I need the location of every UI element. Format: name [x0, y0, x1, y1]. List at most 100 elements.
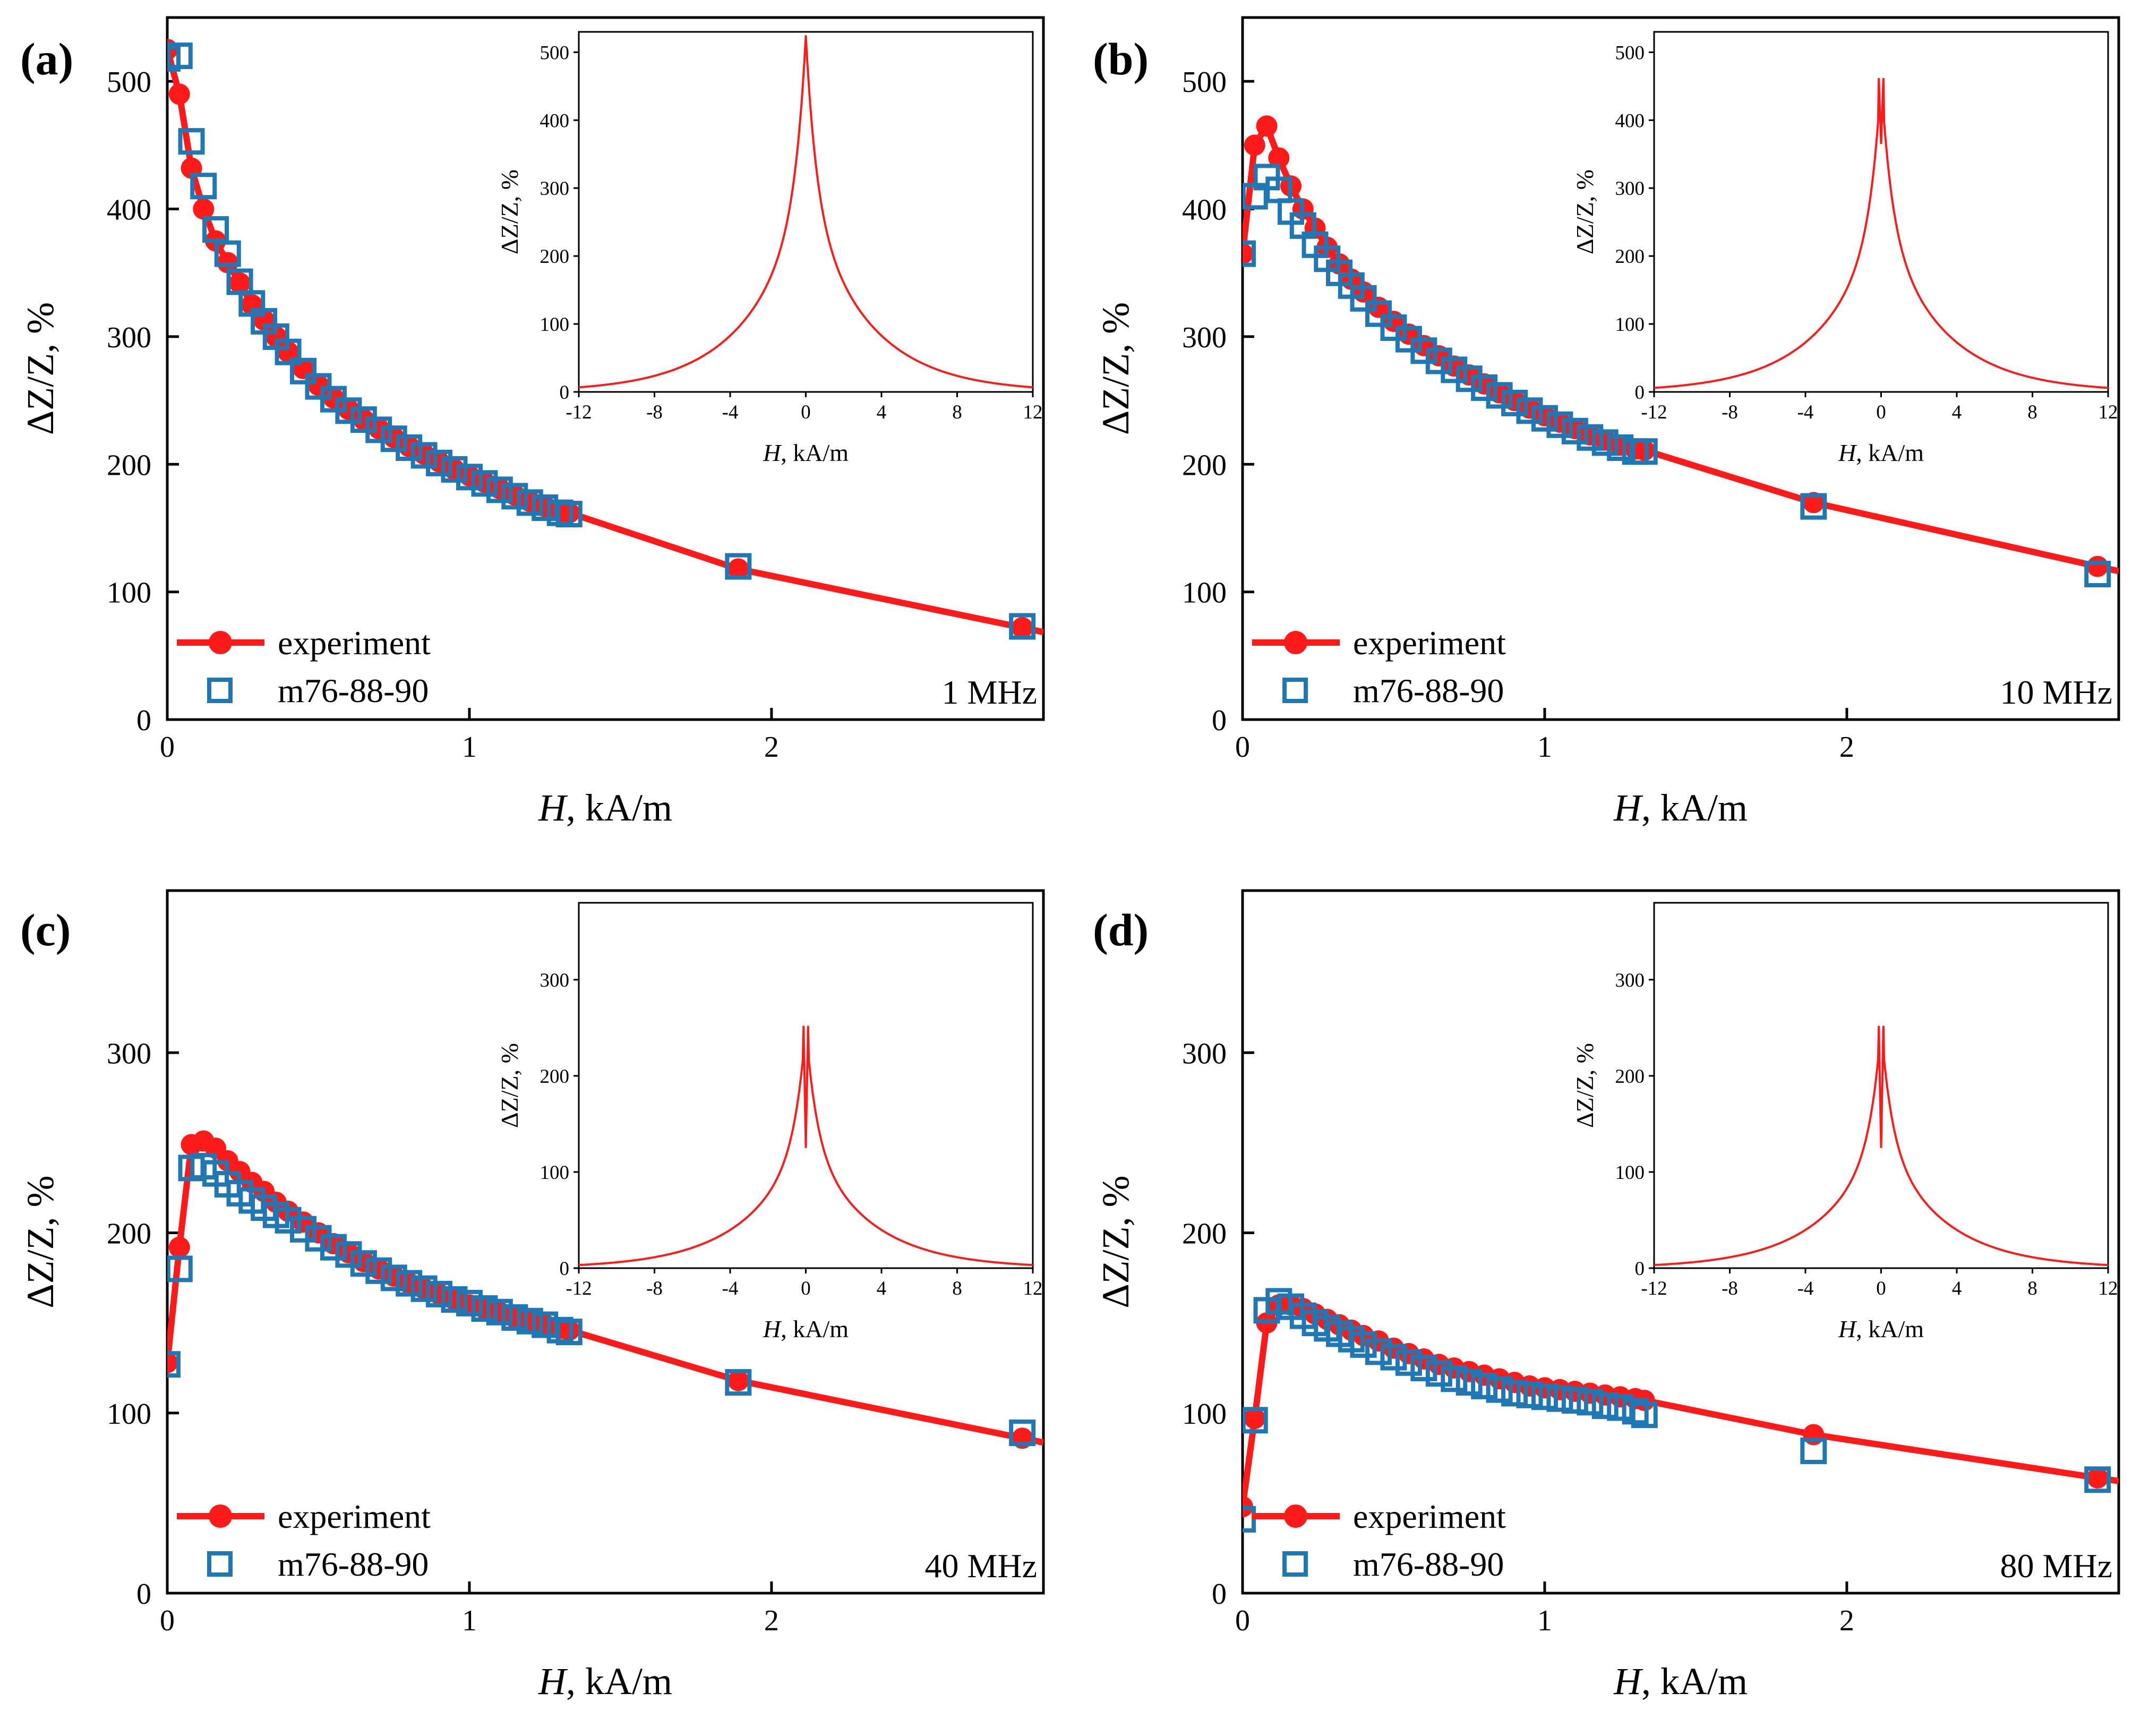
inset-y-tick-label: 300 — [1615, 970, 1645, 991]
inset-y-tick-label: 400 — [540, 110, 570, 132]
model-point — [501, 1304, 528, 1331]
plot-area — [167, 39, 1043, 640]
model-point — [167, 1255, 193, 1282]
y-tick-label: 100 — [107, 1398, 151, 1431]
model-point — [214, 240, 241, 267]
inset-curve — [1654, 78, 2109, 389]
model-point — [426, 449, 453, 476]
y-axis-label: ΔZ/Z, % — [19, 302, 62, 435]
model-point — [1531, 1383, 1558, 1410]
y-tick-label: 100 — [1182, 577, 1227, 610]
experiment-point — [1256, 115, 1278, 137]
model-point — [441, 1286, 468, 1313]
legend-experiment-marker — [1284, 631, 1307, 654]
inset-x-tick-label: 0 — [801, 401, 811, 423]
inset-y-tick-label: 200 — [1615, 246, 1645, 268]
x-axis-label-unit: , kA/m — [1641, 1660, 1748, 1703]
inset-x-axis-label: H, kA/m — [763, 1315, 849, 1342]
model-point — [167, 42, 193, 70]
experiment-point — [1268, 147, 1290, 169]
legend-experiment-marker — [209, 1504, 232, 1528]
legend-experiment-label: experiment — [1353, 1498, 1506, 1535]
inset-x-tick-label: -8 — [646, 1278, 663, 1299]
model-point — [178, 128, 205, 155]
model-point — [486, 476, 513, 503]
plot-frame — [1241, 16, 2120, 721]
inset-y-tick-label: 500 — [540, 42, 570, 64]
x-tick-label: 2 — [764, 731, 779, 764]
model-point — [275, 338, 302, 365]
frequency-label: 40 MHz — [924, 1547, 1037, 1585]
model-point — [365, 416, 392, 443]
frequency-label: 10 MHz — [2000, 673, 2112, 711]
x-tick-label: 2 — [764, 1604, 779, 1637]
inset-x-tick-label: -8 — [1722, 1278, 1738, 1299]
inset-x-tick-label: 0 — [1876, 1278, 1886, 1299]
inset-x-tick-label: 12 — [2099, 401, 2118, 423]
experiment-point — [229, 272, 251, 294]
y-tick-label: 200 — [107, 1218, 151, 1251]
x-tick-label: 0 — [160, 1604, 175, 1637]
model-point — [1009, 1419, 1036, 1447]
legend-model-label: m76-88-90 — [278, 672, 429, 709]
inset-y-tick-label: 0 — [1635, 1258, 1645, 1280]
legend-experiment-label: experiment — [1353, 624, 1506, 662]
inset-x-tick-label: 4 — [877, 1278, 887, 1299]
model-point — [516, 1307, 543, 1335]
y-tick-label: 400 — [1182, 194, 1227, 227]
model-point — [1410, 1354, 1437, 1381]
model-point — [1486, 1376, 1513, 1403]
model-point — [1365, 300, 1392, 327]
x-axis-label-var: H — [538, 1660, 568, 1703]
model-point — [396, 434, 423, 461]
y-tick-label: 300 — [107, 1037, 151, 1070]
model-point — [1455, 1369, 1483, 1396]
inset-frame — [1653, 31, 2109, 393]
inset-y-tick-label: 300 — [540, 970, 570, 991]
inset-x-tick-label: -12 — [566, 401, 592, 423]
inset-x-tick-label: -12 — [566, 1278, 592, 1299]
inset-x-tick-label: -12 — [1641, 1278, 1667, 1299]
x-axis-label-var: H — [1613, 1660, 1643, 1703]
model-point — [725, 553, 752, 580]
y-axis-label: ΔZ/Z, % — [19, 1175, 62, 1308]
y-tick-label: 200 — [107, 449, 151, 482]
y-tick-label: 300 — [1182, 321, 1227, 354]
plot-area — [1243, 1288, 2119, 1533]
model-point — [396, 1270, 423, 1297]
y-tick-label: 200 — [1182, 449, 1227, 482]
inset-x-tick-label: -8 — [646, 401, 663, 423]
legend-model-marker — [207, 1551, 233, 1577]
panel-label: (c) — [20, 904, 71, 955]
inset-x-axis-label-unit: , kA/m — [781, 1315, 849, 1342]
x-tick-label: 0 — [160, 731, 175, 764]
model-point — [1501, 389, 1528, 416]
panel-label: (d) — [1093, 904, 1149, 955]
model-point — [2084, 1466, 2111, 1493]
model-point — [1243, 240, 1256, 267]
model-point — [1486, 382, 1513, 409]
model-point — [335, 1241, 362, 1268]
plot-frame — [1241, 889, 2120, 1595]
y-tick-label: 0 — [1212, 704, 1227, 737]
model-point — [725, 1369, 752, 1396]
model-point — [456, 1289, 483, 1316]
experiment-point — [217, 252, 238, 273]
model-point — [1009, 613, 1036, 640]
legend-model-label: m76-88-90 — [278, 1545, 429, 1583]
inset-x-tick-label: 8 — [952, 1278, 962, 1299]
inset-y-tick-label: 500 — [1615, 42, 1645, 64]
experiment-point — [1012, 617, 1033, 638]
model-point — [555, 1319, 583, 1346]
model-point — [1441, 1365, 1468, 1392]
legend-model-marker — [1282, 1551, 1308, 1577]
inset-y-tick-label: 300 — [1615, 178, 1645, 200]
inset-x-axis-label-var: H — [763, 439, 782, 466]
model-point — [1471, 1372, 1498, 1399]
plot-frame — [166, 889, 1045, 1595]
inset-y-axis-label: ΔZ/Z, % — [1571, 1043, 1598, 1128]
inset: -12 -8 -4 0 4 8 12 0 100 200 300 400 500 H, kA/m ΔZ/Z,… — [1571, 31, 2118, 466]
inset-y-tick-label: 300 — [540, 178, 570, 200]
